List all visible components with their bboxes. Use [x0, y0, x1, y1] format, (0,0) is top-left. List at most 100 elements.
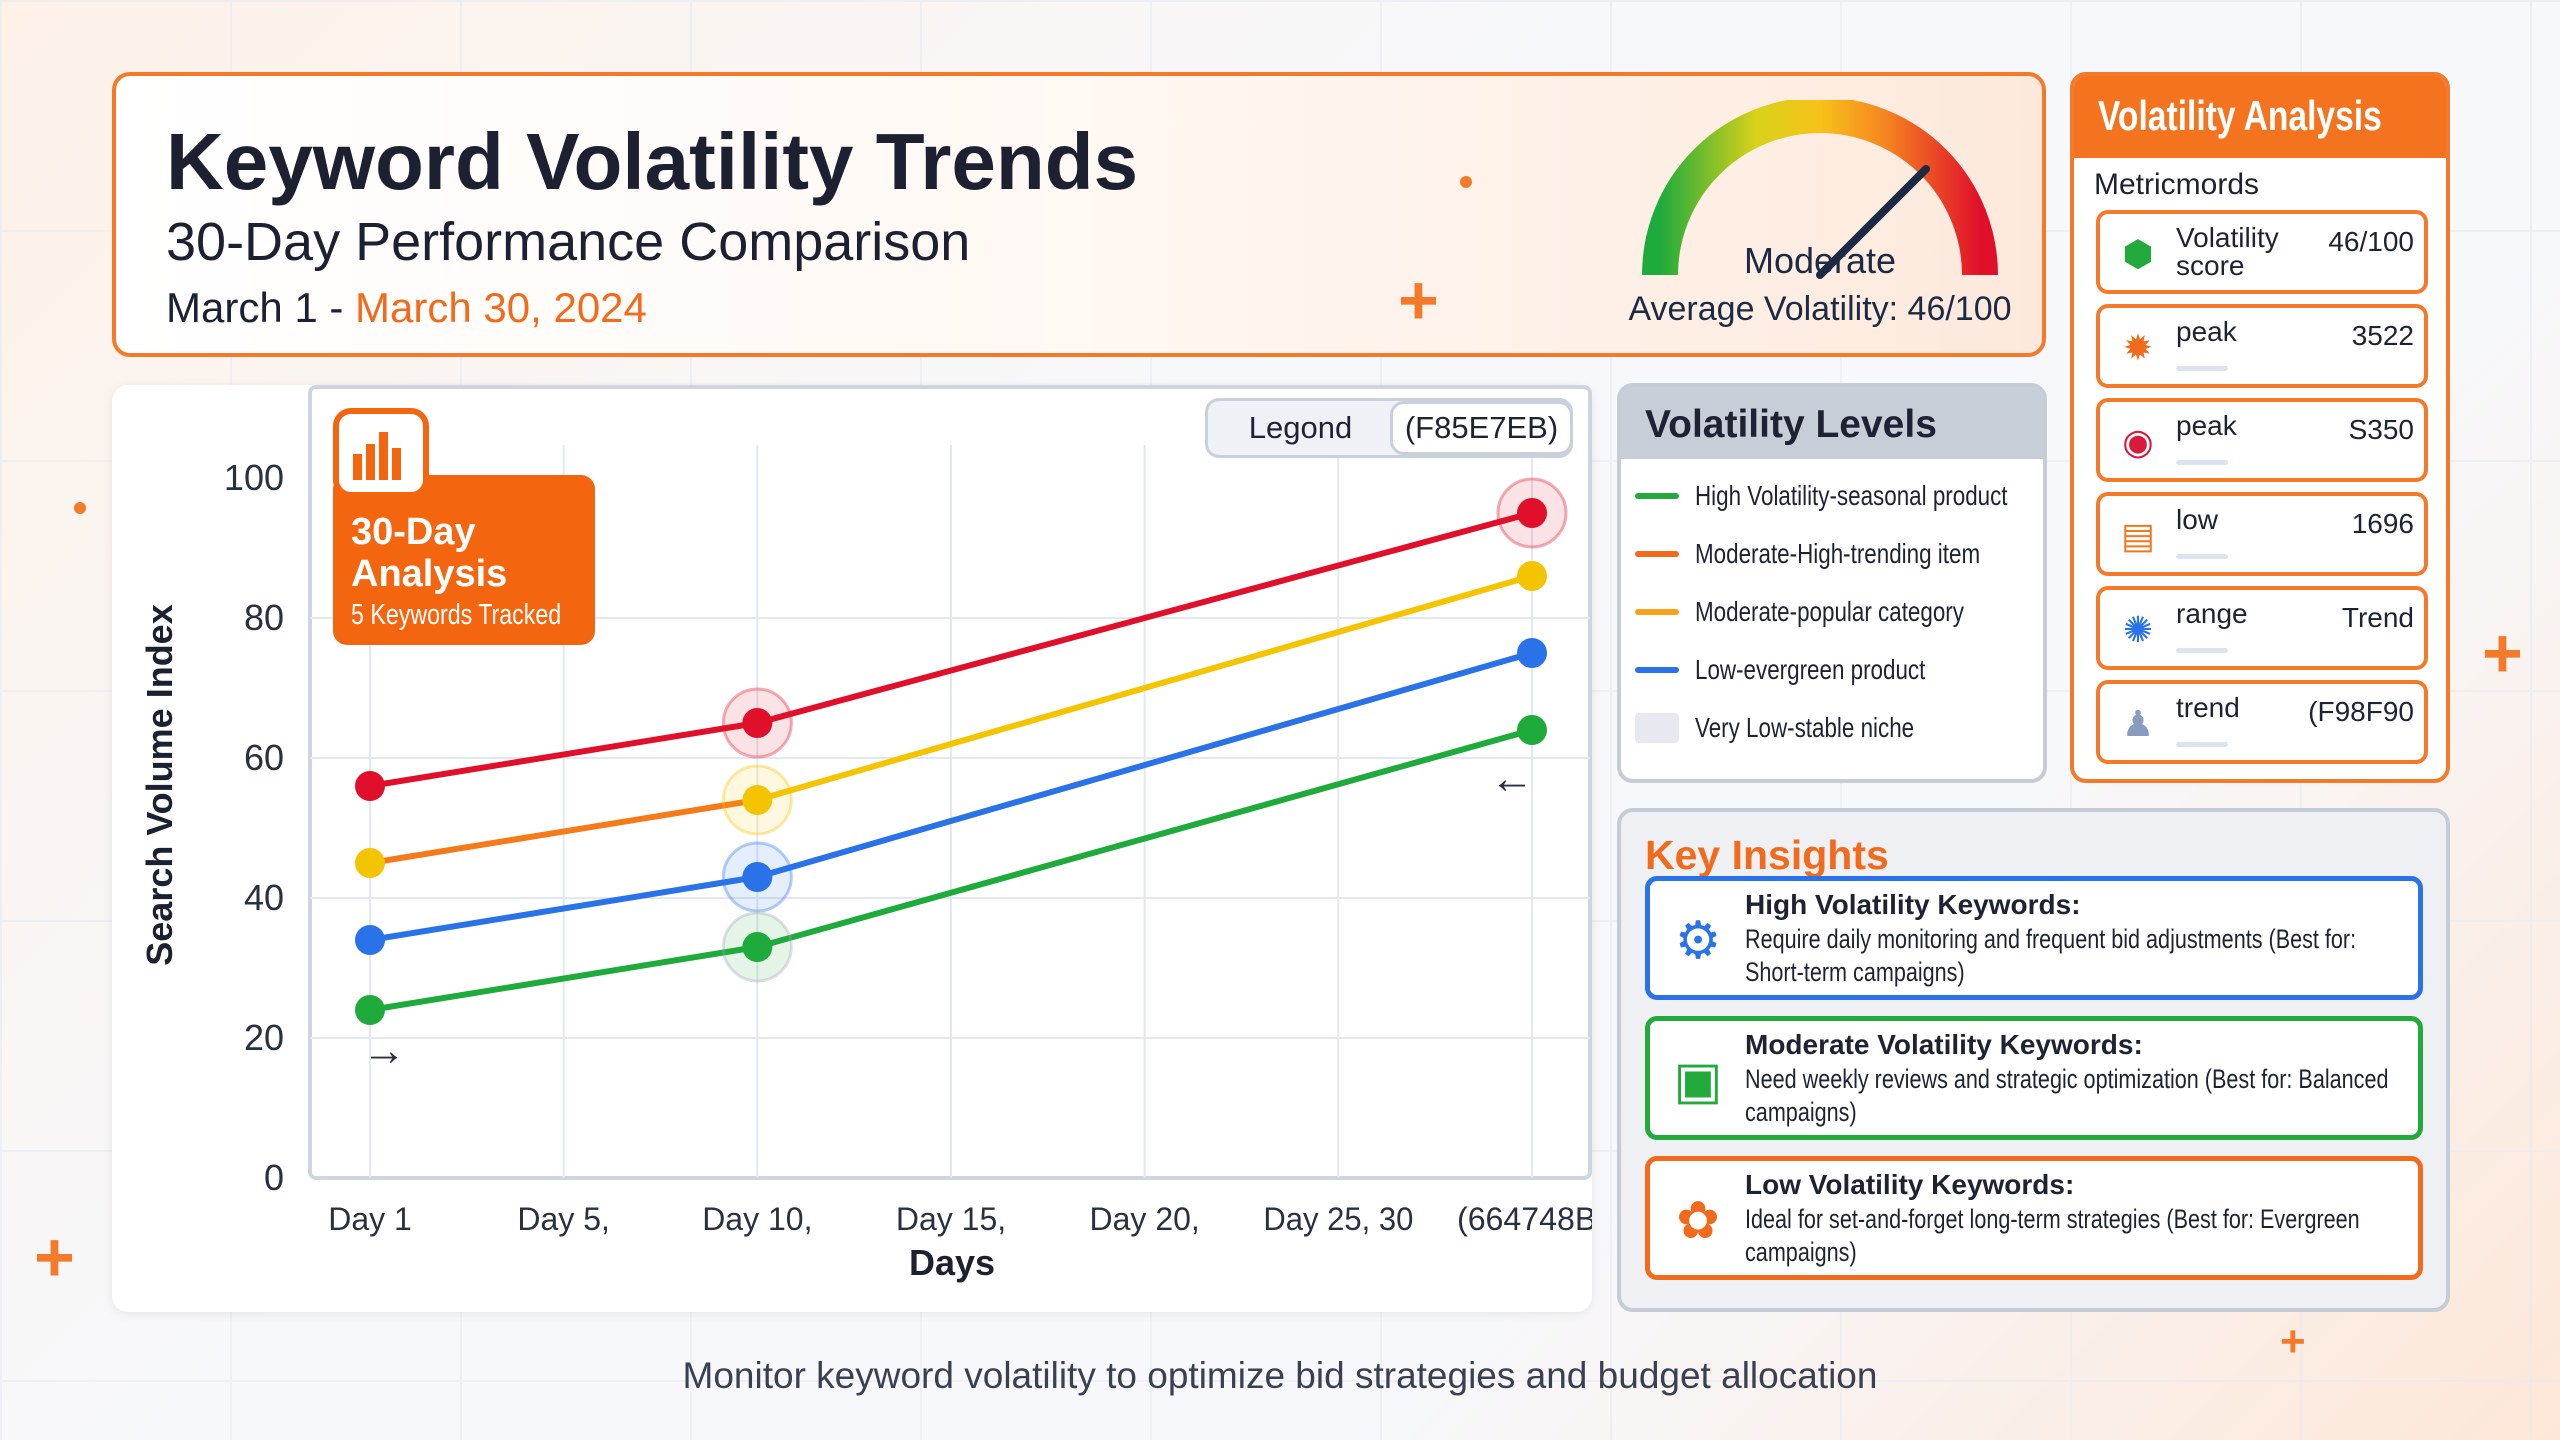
metric-bar — [2176, 648, 2228, 653]
legend-toggle[interactable]: Legond (F85E7EB) — [1205, 398, 1573, 458]
metric-label: range — [2176, 598, 2248, 629]
metric-label: peak — [2176, 410, 2237, 441]
volatility-levels-panel: Volatility Levels High Volatility-season… — [1617, 383, 2047, 783]
data-point[interactable] — [1517, 561, 1547, 591]
insight-card: ▣ Moderate Volatility Keywords: Need weekl… — [1645, 1016, 2423, 1140]
level-swatch — [1635, 609, 1679, 615]
target-icon: ◉ — [2122, 421, 2154, 462]
metric-value: 46/100 — [2328, 226, 2414, 257]
y-axis-label: Search Volume Index — [139, 604, 180, 965]
insight-body: Ideal for set-and-forget long-term strat… — [1745, 1204, 2360, 1267]
data-point[interactable] — [1517, 498, 1547, 528]
metric-value: (F98F90 — [2308, 696, 2414, 727]
badge-subtitle: 5 Keywords Tracked — [351, 599, 562, 631]
data-point[interactable] — [742, 708, 773, 738]
metric-value: S350 — [2348, 414, 2414, 445]
metric-card: ⬢ Volatility score 46/100 — [2096, 210, 2428, 294]
metric-bar — [2176, 742, 2228, 747]
header-card: Keyword Volatility Trends 30-Day Perform… — [112, 72, 2046, 357]
gauge-arc — [1642, 100, 1998, 276]
x-tick-label: Day 15, — [896, 1201, 1006, 1237]
decor-plus-icon: + — [34, 1218, 75, 1296]
metric-label: trend — [2176, 692, 2240, 723]
analysis-subtitle: Metricmords — [2094, 168, 2260, 201]
page-title: Keyword Volatility Trends — [166, 117, 1139, 206]
level-swatch — [1635, 713, 1679, 743]
series-line-segment — [367, 944, 761, 1013]
data-point[interactable] — [355, 848, 385, 878]
data-point[interactable] — [1517, 638, 1547, 668]
data-point[interactable] — [355, 995, 385, 1025]
metric-card: ◉ peak S350 — [2096, 398, 2428, 482]
metric-bar — [2176, 554, 2228, 559]
data-point[interactable] — [742, 785, 773, 815]
decor-plus-icon: + — [2482, 614, 2523, 692]
y-tick-label: 100 — [224, 457, 284, 498]
network-icon: ✺ — [2122, 609, 2154, 650]
metric-card: ♟ trend (F98F90 — [2096, 680, 2428, 764]
bag-icon: ✿ — [1676, 1192, 1720, 1250]
level-item: Very Low-stable niche — [1621, 699, 2043, 757]
shield-icon: ⬢ — [2122, 233, 2154, 274]
metric-value: 1696 — [2351, 508, 2414, 539]
decor-star-icon: + — [2280, 1317, 2306, 1366]
volatility-gauge — [1642, 100, 1998, 279]
metric-value: Trend — [2341, 602, 2414, 633]
x-tick-label: Day 20, — [1090, 1201, 1200, 1237]
series-line-segment — [754, 510, 1535, 726]
metric-label: Volatility score — [2176, 222, 2279, 281]
x-tick-label: Day 1 — [328, 1201, 412, 1237]
decor-dot — [74, 502, 86, 514]
y-tick-label: 0 — [264, 1157, 284, 1198]
bar-chart-icon — [333, 408, 429, 498]
data-point[interactable] — [355, 771, 385, 801]
legend-value: (F85E7EB) — [1390, 401, 1573, 455]
data-point[interactable] — [742, 862, 773, 892]
metric-card: ✺ range Trend — [2096, 586, 2428, 670]
insight-body: Need weekly reviews and strategic optimi… — [1745, 1064, 2389, 1127]
y-tick-label: 80 — [244, 597, 284, 638]
insights-title: Key Insights — [1645, 832, 1889, 878]
level-label: High Volatility-seasonal product — [1695, 480, 2008, 511]
legend-label: Legond — [1248, 410, 1353, 445]
sun-gear-icon: ✹ — [2122, 327, 2154, 368]
y-tick-label: 60 — [244, 737, 284, 778]
line-chart: Day 1 Day 5, Day 10, Day 15, Day 20, Day 25, … — [139, 385, 1592, 1283]
insight-card: ✿ Low Volatility Keywords: Ideal for set-a… — [1645, 1156, 2423, 1280]
arrow-right-icon: → — [362, 1026, 406, 1075]
decor-dot — [1460, 176, 1472, 188]
level-item: High Volatility-seasonal product — [1621, 467, 2043, 525]
arrow-left-icon: ← — [1490, 754, 1534, 803]
gauge-needle — [1816, 165, 1930, 279]
series-line-segment — [754, 650, 1535, 880]
badge-title-2: Analysis — [351, 553, 508, 595]
key-insights-panel: Key Insights ⚙ High Volatility Keywords: R… — [1617, 808, 2450, 1312]
data-point[interactable] — [742, 932, 773, 962]
wallet-icon: ▣ — [1673, 1052, 1723, 1110]
level-swatch — [1635, 667, 1679, 673]
gear-icon: ⚙ — [1674, 912, 1722, 970]
level-label: Moderate-High-trending item — [1695, 538, 1981, 569]
volatility-analysis-panel: Volatility Analysis Metricmords ⬢ Volatil… — [2070, 72, 2450, 783]
data-point[interactable] — [355, 925, 385, 955]
data-point[interactable] — [1517, 715, 1547, 745]
date-end: March 30, 2024 — [355, 284, 647, 331]
series-line-segment — [367, 720, 761, 789]
series-line-segment — [367, 874, 761, 943]
date-range: March 1 - March 30, 2024 — [166, 284, 647, 332]
metric-label: low — [2176, 504, 2219, 535]
analysis-title: Volatility Analysis — [2098, 92, 2382, 139]
metric-bar — [2176, 366, 2228, 371]
page-subtitle: 30-Day Performance Comparison — [166, 212, 971, 272]
decor-plus-icon: + — [1398, 261, 1439, 339]
level-label: Low-evergreen product — [1695, 654, 1926, 685]
metric-bar — [2176, 460, 2228, 465]
level-label: Moderate-popular category — [1695, 596, 1964, 627]
metric-card: ▤ low 1696 — [2096, 492, 2428, 576]
level-item: Low-evergreen product — [1621, 641, 2043, 699]
x-tick-label: (664748B) — [1457, 1201, 1592, 1237]
x-tick-label: Day 25, 30 — [1263, 1201, 1413, 1237]
date-start: March 1 - — [166, 284, 356, 331]
analysis-badge: 30-Day Analysis 5 Keywords Tracked — [333, 475, 595, 645]
metric-card: ✹ peak 3522 — [2096, 304, 2428, 388]
